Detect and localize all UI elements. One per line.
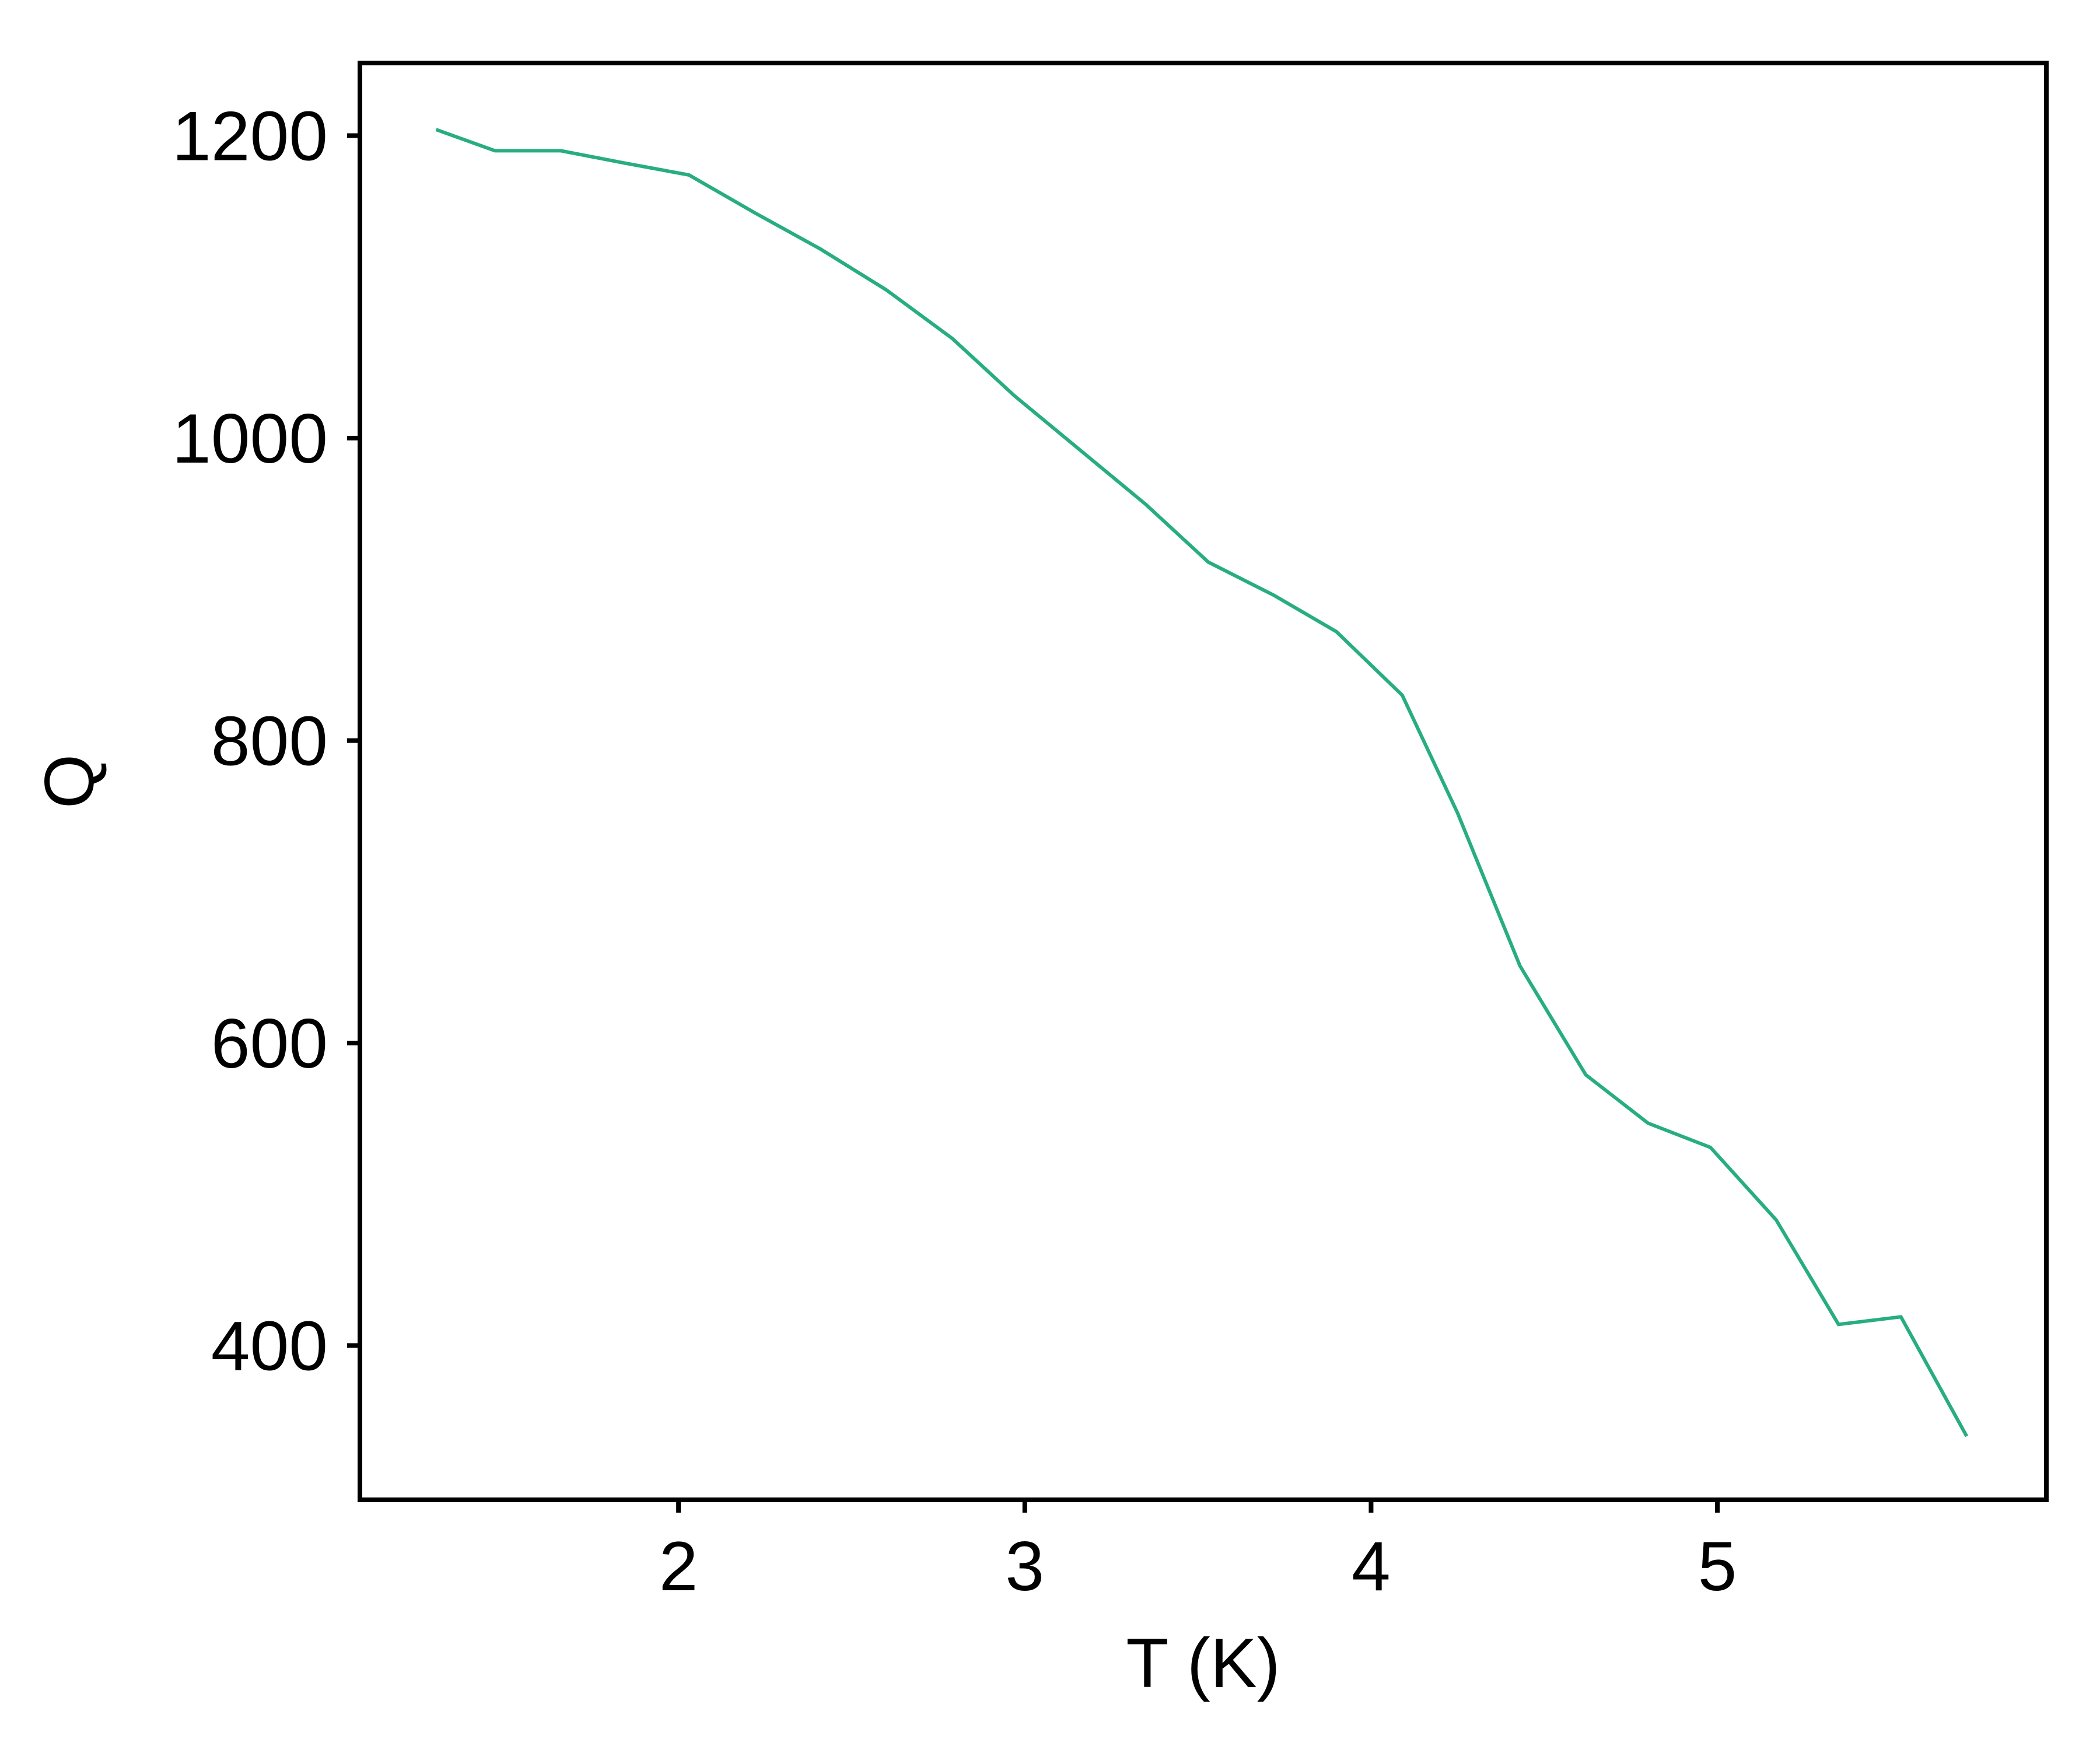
x-tick-label: 5 bbox=[1698, 1527, 1737, 1605]
series-line bbox=[435, 128, 1969, 1437]
plot-frame bbox=[358, 61, 2049, 1502]
y-axis-ticks: 400 600 800 1000 1200 bbox=[172, 97, 360, 1385]
y-tick-label: 600 bbox=[211, 1005, 328, 1083]
y-tick-label: 800 bbox=[211, 702, 328, 780]
x-axis-label: T (K) bbox=[1126, 1624, 1280, 1702]
x-axis-ticks: 2 3 4 5 bbox=[659, 1500, 1737, 1605]
y-axis-label: Q bbox=[30, 754, 108, 809]
x-tick-label: 2 bbox=[659, 1527, 698, 1605]
x-tick-label: 4 bbox=[1352, 1527, 1391, 1605]
y-tick-label: 1000 bbox=[172, 400, 328, 478]
y-tick-label: 1200 bbox=[172, 97, 328, 175]
x-tick-label: 3 bbox=[1005, 1527, 1044, 1605]
y-tick-label: 400 bbox=[211, 1307, 328, 1385]
